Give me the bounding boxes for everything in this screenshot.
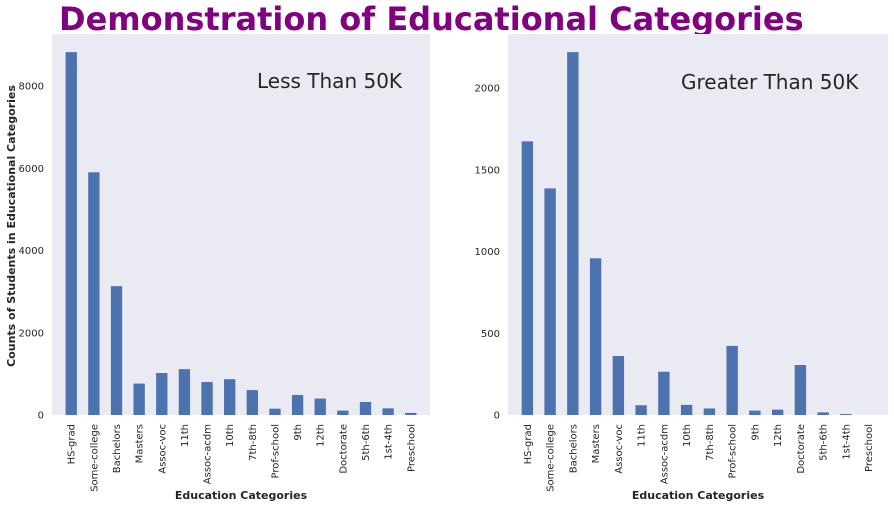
bar-12th: [314, 398, 326, 415]
x-tick-label: 7th-8th: [248, 424, 259, 461]
bar-some-college: [88, 172, 100, 415]
subplot-left: 0 2000 4000 6000 8000 HS-grad Some-college Bac…: [5, 34, 430, 502]
x-tick-label: Masters: [591, 424, 602, 463]
x-tick-label: Assoc-voc: [157, 424, 168, 474]
x-axis-label-left: Education Categories: [175, 489, 308, 502]
bar-9th: [749, 410, 761, 415]
bar-prof-school: [726, 345, 738, 415]
x-ticks-left: HS-grad Some-college Bachelors Masters Assoc…: [67, 424, 418, 492]
x-tick-label: 1st-4th: [384, 424, 395, 460]
y-tick-label: 0: [494, 411, 500, 422]
bar-11th: [635, 405, 647, 415]
x-tick-label: 5th-6th: [819, 424, 830, 461]
x-tick-label: 10th: [225, 424, 236, 447]
x-tick-label: 10th: [682, 424, 693, 447]
y-tick-label: 2000: [19, 328, 44, 339]
x-tick-label: 12th: [316, 424, 327, 447]
x-tick-label: Assoc-acdm: [203, 424, 214, 484]
x-tick-label: Bachelors: [568, 424, 579, 473]
y-tick-label: 1500: [475, 165, 500, 176]
x-tick-label: Preschool: [406, 424, 417, 472]
x-tick-label: Preschool: [864, 424, 875, 472]
x-tick-label: Prof-school: [728, 424, 739, 479]
x-tick-label: Doctorate: [338, 424, 349, 474]
bars-right: [521, 52, 852, 415]
x-tick-label: Some-college: [546, 424, 557, 492]
bar-masters: [589, 258, 602, 415]
bar-assoc-acdm: [201, 382, 213, 415]
x-tick-label: 12th: [773, 424, 784, 447]
x-tick-label: Doctorate: [796, 424, 807, 474]
bar-5th-6th: [817, 412, 829, 415]
subplot-right: 0 500 1000 1500 2000 HS-grad Some-college Bach…: [475, 34, 888, 502]
bar-5th-6th: [359, 401, 372, 415]
y-tick-label: 2000: [475, 84, 500, 95]
bar-11th: [178, 369, 191, 415]
x-tick-label: HS-grad: [67, 424, 78, 464]
bar-assoc-voc: [156, 373, 168, 415]
x-axis-label-right: Education Categories: [632, 489, 765, 502]
y-tick-label: 6000: [19, 164, 44, 175]
bar-prof-school: [269, 408, 281, 415]
bar-bachelors: [110, 286, 123, 415]
y-tick-label: 8000: [19, 82, 44, 93]
x-tick-label: Masters: [135, 424, 146, 463]
y-axis-label-left: Counts of Students in Educational Catego…: [5, 85, 18, 367]
y-tick-label: 500: [481, 329, 500, 340]
bar-bachelors: [567, 52, 579, 415]
bar-10th: [224, 379, 236, 415]
bar-hs-grad: [65, 52, 77, 416]
x-tick-label: 9th: [293, 424, 304, 441]
bar-1st-4th: [840, 414, 852, 415]
bar-preschool: [405, 412, 417, 415]
bar-12th: [771, 409, 784, 415]
bar-masters: [133, 383, 145, 415]
x-tick-label: Assoc-voc: [614, 424, 625, 474]
bar-some-college: [544, 188, 556, 415]
x-tick-label: Assoc-acdm: [659, 424, 670, 484]
bar-assoc-acdm: [658, 371, 670, 415]
x-tick-label: 11th: [180, 424, 191, 447]
x-ticks-right: HS-grad Some-college Bachelors Masters Assoc…: [523, 424, 875, 492]
x-tick-label: 5th-6th: [361, 424, 372, 461]
bar-hs-grad: [521, 141, 534, 415]
x-tick-label: Prof-school: [270, 424, 281, 479]
bars-left: [65, 52, 417, 416]
annotation-left: Less Than 50K: [257, 69, 403, 93]
y-ticks-right: 0 500 1000 1500 2000: [475, 84, 500, 422]
annotation-right: Greater Than 50K: [681, 70, 859, 94]
x-tick-label: Some-college: [89, 424, 100, 492]
bar-9th: [291, 394, 304, 415]
x-tick-label: 7th-8th: [705, 424, 716, 461]
bar-doctorate: [337, 410, 349, 415]
bar-1st-4th: [382, 408, 394, 415]
y-ticks-left: 0 2000 4000 6000 8000: [19, 82, 44, 422]
x-tick-label: HS-grad: [523, 424, 534, 464]
figure-title: Demonstration of Educational Categories: [59, 0, 804, 38]
bar-doctorate: [794, 365, 807, 415]
y-tick-label: 4000: [19, 246, 44, 257]
bar-assoc-voc: [612, 356, 625, 415]
bar-7th-8th: [703, 408, 716, 415]
y-tick-label: 0: [38, 411, 44, 422]
x-tick-label: 9th: [750, 424, 761, 441]
x-tick-label: Bachelors: [112, 424, 123, 473]
x-tick-label: 11th: [637, 424, 648, 447]
bar-7th-8th: [246, 390, 258, 415]
x-tick-label: 1st-4th: [841, 424, 852, 460]
bar-10th: [680, 404, 693, 415]
y-tick-label: 1000: [475, 247, 500, 258]
